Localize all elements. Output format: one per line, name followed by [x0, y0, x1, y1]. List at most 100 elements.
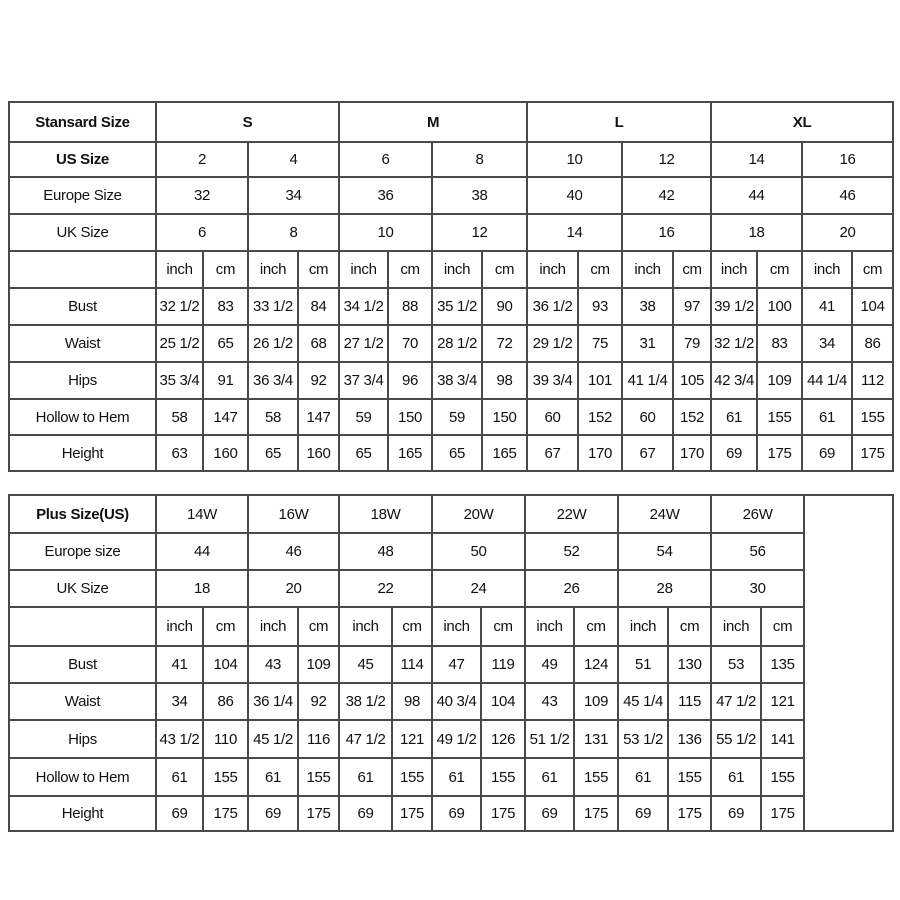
- row-label: Hips: [8, 719, 157, 759]
- measurement-cell: 61: [247, 757, 300, 797]
- measurement-cell: 112: [851, 361, 895, 400]
- size-cell: 14: [710, 141, 804, 178]
- size-cell: 20: [247, 569, 341, 608]
- unit-cell: inch: [431, 250, 484, 289]
- measurement-cell: 36 3/4: [247, 361, 299, 400]
- measurement-cell: 41: [801, 287, 854, 326]
- measurement-cell: 53 1/2: [617, 719, 670, 759]
- measurement-cell: 61: [155, 757, 204, 797]
- measurement-cell: 150: [481, 398, 529, 436]
- size-row: US Size 2 4 6 8 10 12 14 16: [8, 141, 895, 178]
- measurement-cell: 69: [338, 795, 394, 832]
- row-label: Height: [8, 795, 157, 832]
- measurement-row: Bust 41 104 43 109 45 114 47 119 49 124 51 130 53 135: [8, 645, 893, 684]
- measurement-cell: 42 3/4: [710, 361, 759, 400]
- measurement-cell: 72: [481, 324, 529, 363]
- measurement-cell: 175: [760, 795, 806, 832]
- measurement-cell: 65: [338, 434, 390, 472]
- measurement-cell: 155: [297, 757, 341, 797]
- measurement-row: Height 69 175 69 175 69 175 69 175 69 175 69 175 69 17…: [8, 795, 893, 832]
- measurement-cell: 43: [247, 645, 300, 684]
- size-group-s: S: [154, 101, 341, 143]
- measurement-cell: 69: [155, 795, 204, 832]
- row-label: Europe Size: [8, 176, 157, 215]
- measurement-cell: 84: [296, 287, 341, 326]
- measurement-cell: 51: [617, 645, 670, 684]
- row-label: Bust: [8, 287, 157, 326]
- size-cell: 10: [338, 213, 434, 252]
- measurement-cell: 155: [480, 757, 527, 797]
- size-cell: 12: [621, 141, 713, 178]
- unit-cell: cm: [480, 606, 527, 647]
- measurement-cell: 175: [851, 434, 895, 472]
- measurement-cell: 165: [387, 434, 434, 472]
- measurement-cell: 136: [667, 719, 713, 759]
- measurement-cell: 83: [202, 287, 249, 326]
- size-cell: 14: [526, 213, 624, 252]
- size-cell: 56: [710, 532, 806, 571]
- unit-cell: inch: [801, 250, 854, 289]
- unit-cell: cm: [573, 606, 620, 647]
- measurement-cell: 61: [801, 398, 854, 436]
- measurement-cell: 40 3/4: [431, 682, 483, 721]
- measurement-cell: 175: [756, 434, 804, 472]
- measurement-cell: 155: [667, 757, 713, 797]
- measurement-cell: 141: [760, 719, 806, 759]
- measurement-cell: 160: [296, 434, 341, 472]
- row-label: Europe size: [8, 532, 157, 571]
- measurement-cell: 90: [481, 287, 529, 326]
- measurement-cell: 41: [155, 645, 204, 684]
- measurement-cell: 36 1/4: [247, 682, 300, 721]
- measurement-cell: 28 1/2: [431, 324, 484, 363]
- measurement-cell: 37 3/4: [338, 361, 390, 400]
- measurement-cell: 79: [672, 324, 713, 363]
- plus-size-cell: 20W: [431, 494, 527, 534]
- measurement-cell: 124: [573, 645, 620, 684]
- measurement-row: Waist 34 86 36 1/4 92 38 1/2 98 40 3/4 104 43 109 4…: [8, 682, 893, 721]
- measurement-cell: 58: [247, 398, 299, 436]
- size-cell: 12: [431, 213, 529, 252]
- measurement-cell: 45 1/2: [247, 719, 300, 759]
- plus-size-header: Plus Size(US): [8, 494, 157, 534]
- size-cell: 16: [801, 141, 895, 178]
- measurement-cell: 86: [201, 682, 250, 721]
- measurement-cell: 104: [480, 682, 527, 721]
- measurement-cell: 150: [387, 398, 434, 436]
- measurement-cell: 86: [851, 324, 895, 363]
- measurement-cell: 61: [617, 757, 670, 797]
- plus-size-cell: 22W: [524, 494, 620, 534]
- measurement-cell: 58: [155, 398, 204, 436]
- measurement-cell: 175: [480, 795, 527, 832]
- size-row: Europe Size 32 34 36 38 40 42 44 46: [8, 176, 895, 215]
- size-cell: 10: [526, 141, 624, 178]
- measurement-cell: 33 1/2: [247, 287, 299, 326]
- measurement-cell: 109: [297, 645, 341, 684]
- measurement-cell: 60: [526, 398, 580, 436]
- size-cell: 54: [617, 532, 713, 571]
- plus-size-cell: 24W: [617, 494, 713, 534]
- measurement-cell: 152: [577, 398, 624, 436]
- measurement-cell: 55 1/2: [710, 719, 763, 759]
- size-cell: 18: [154, 569, 250, 608]
- size-row: UK Size 6 8 10 12 14 16 18 20: [8, 213, 895, 252]
- size-cell: 28: [617, 569, 713, 608]
- measurement-cell: 51 1/2: [524, 719, 576, 759]
- standard-size-table: Stansard Size S M L XL US Size 2 4 6 8 10 12 14 16 Eur…: [8, 101, 895, 472]
- empty-cell: [8, 250, 157, 289]
- measurement-cell: 41 1/4: [621, 361, 675, 400]
- measurement-row: Waist 25 1/2 65 26 1/2 68 27 1/2 70 28 1/2 72 29 …: [8, 324, 895, 363]
- size-cell: 24: [431, 569, 527, 608]
- measurement-cell: 98: [481, 361, 529, 400]
- measurement-cell: 38 3/4: [431, 361, 484, 400]
- size-cell: 18: [710, 213, 804, 252]
- measurement-cell: 91: [202, 361, 249, 400]
- plus-size-cell: 26W: [710, 494, 806, 534]
- measurement-cell: 61: [710, 757, 763, 797]
- measurement-cell: 147: [202, 398, 249, 436]
- measurement-cell: 131: [573, 719, 620, 759]
- measurement-cell: 69: [710, 434, 759, 472]
- measurement-cell: 155: [756, 398, 804, 436]
- size-cell: 30: [710, 569, 806, 608]
- unit-cell: inch: [155, 606, 204, 647]
- size-cell: 16: [621, 213, 713, 252]
